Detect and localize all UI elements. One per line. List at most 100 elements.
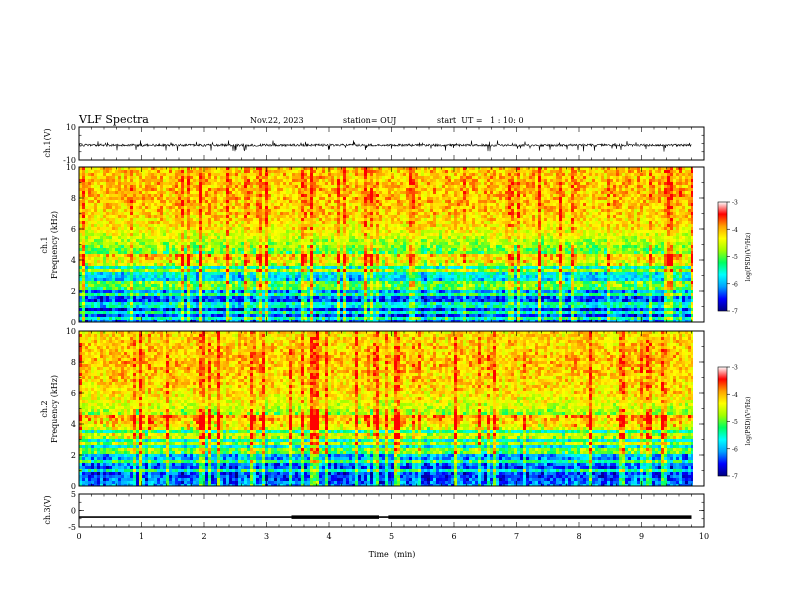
ch1-spec-cell <box>631 167 635 171</box>
ch1-spec-cell <box>247 236 251 240</box>
ch1-spec-cell <box>85 215 89 219</box>
ch1-spec-cell <box>619 176 623 180</box>
ch1-spec-cell <box>205 209 209 213</box>
ch1-spec-cell <box>433 182 437 186</box>
ch1-spec-cell <box>580 206 584 210</box>
ch1-spec-cell <box>250 200 254 204</box>
ch1-spec-cell <box>127 224 131 228</box>
ch1-spec-cell <box>655 209 659 213</box>
ch1-spec-cell <box>151 230 155 234</box>
ch1-spec-cell <box>322 167 326 171</box>
ch1-spec-cell <box>433 203 437 207</box>
ch1-spec-cell <box>208 170 212 174</box>
ch1-spec-cell <box>370 182 374 186</box>
ch1-spec-cell <box>319 188 323 192</box>
ch1-spec-cell <box>463 212 467 216</box>
ch1-spec-cell <box>598 227 602 231</box>
ch1-spec-cell <box>523 191 527 195</box>
ch1-spec-cell <box>598 215 602 219</box>
ch1-spec-cell <box>418 176 422 180</box>
ch1-spec-cell <box>103 188 107 192</box>
ch1-spec-cell <box>238 200 242 204</box>
ch1-spec-cell <box>670 212 674 216</box>
ch1-spec-cell <box>136 224 140 228</box>
ch1-spec-cell <box>214 194 218 198</box>
ch1-spec-cell <box>511 233 515 237</box>
ch1-spec-cell <box>247 173 251 177</box>
ch1-spec-cell <box>127 173 131 177</box>
ch1-spec-cell <box>472 185 476 189</box>
ch1-spec-cell <box>673 182 677 186</box>
ch1-spec-cell <box>535 212 539 216</box>
ch1-spec-cell <box>193 179 197 183</box>
ch1-spec-cell <box>553 185 557 189</box>
ch1-spec-cell <box>232 188 236 192</box>
ch1-spec-cell <box>223 167 227 171</box>
ch1-spec-cell <box>82 167 86 171</box>
ch1-spec-cell <box>517 230 521 234</box>
ch1-spec-cell <box>181 176 185 180</box>
ch1-spec-cell <box>124 233 128 237</box>
ch1-spec-cell <box>136 191 140 195</box>
ch1-spec-cell <box>340 203 344 207</box>
ch1-spec-cell <box>268 209 272 213</box>
ch1-spec-cell <box>79 182 83 186</box>
ch1-spec-cell <box>526 176 530 180</box>
ch1-spec-cell <box>484 167 488 171</box>
ch1-spec-cell <box>208 179 212 183</box>
ch1-spec-cell <box>505 191 509 195</box>
ch1-spec-cell <box>592 215 596 219</box>
ch1-spec-cell <box>301 203 305 207</box>
ch1-spec-cell <box>163 197 167 201</box>
ch1-spec-cell <box>379 200 383 204</box>
ch1-spec-cell <box>301 236 305 240</box>
ch1-spec-cell <box>487 173 491 177</box>
ch1-spec-cell <box>82 182 86 186</box>
ch1-spec-cell <box>292 200 296 204</box>
ch1-spec-cell <box>256 197 260 201</box>
ch1-spec-cell <box>670 197 674 201</box>
ch1-spec-cell <box>589 215 593 219</box>
ch1-spec-cell <box>184 206 188 210</box>
ch1-spec-cell <box>169 203 173 207</box>
ch1-spec-cell <box>493 167 497 171</box>
ch1-spec-cell <box>292 236 296 240</box>
ch1-spec-cell <box>217 188 221 192</box>
ch1-spec-cell <box>355 236 359 240</box>
ch1-spec-cell <box>640 191 644 195</box>
ch1-spec-cell <box>637 176 641 180</box>
ch1-spec-cell <box>400 212 404 216</box>
ch1-spec-cell <box>346 224 350 228</box>
ch1-spec-cell <box>139 215 143 219</box>
ch1-spec-cell <box>682 191 686 195</box>
ch1-spec-cell <box>502 188 506 192</box>
ch1-spec-cell <box>682 215 686 219</box>
ch1-spec-cell <box>280 179 284 183</box>
ch1-spec-cell <box>520 224 524 228</box>
ch1-spec-cell <box>112 188 116 192</box>
ch1-spec-cell <box>82 215 86 219</box>
ch1-spec-cell <box>151 209 155 213</box>
ch1-spec-cell <box>352 191 356 195</box>
ch1-spec-cell <box>556 230 560 234</box>
ch1-spec-cell <box>175 212 179 216</box>
ch1-spec-cell <box>490 200 494 204</box>
ch1-spec-cell <box>268 173 272 177</box>
ch1-spec-cell <box>325 179 329 183</box>
ch1-spec-cell <box>88 173 92 177</box>
ch1-spec-cell <box>658 194 662 198</box>
ch1-spec-cell <box>103 224 107 228</box>
ch1-spec-cell <box>418 173 422 177</box>
ch1-spec-cell <box>406 197 410 201</box>
ch1-spec-cell <box>256 209 260 213</box>
ch1-spec-cell <box>529 224 533 228</box>
ch1-spec-cell <box>187 230 191 234</box>
ch1-spec-cell <box>277 179 281 183</box>
ch1-spec-cell <box>307 227 311 231</box>
ch1-spec-cell <box>562 191 566 195</box>
ch1-spec-cell <box>580 194 584 198</box>
ch1-spec-cell <box>286 209 290 213</box>
ch1-spec-cell <box>388 188 392 192</box>
ch1-spec-cell <box>175 206 179 210</box>
ch1-spec-cell <box>118 218 122 222</box>
